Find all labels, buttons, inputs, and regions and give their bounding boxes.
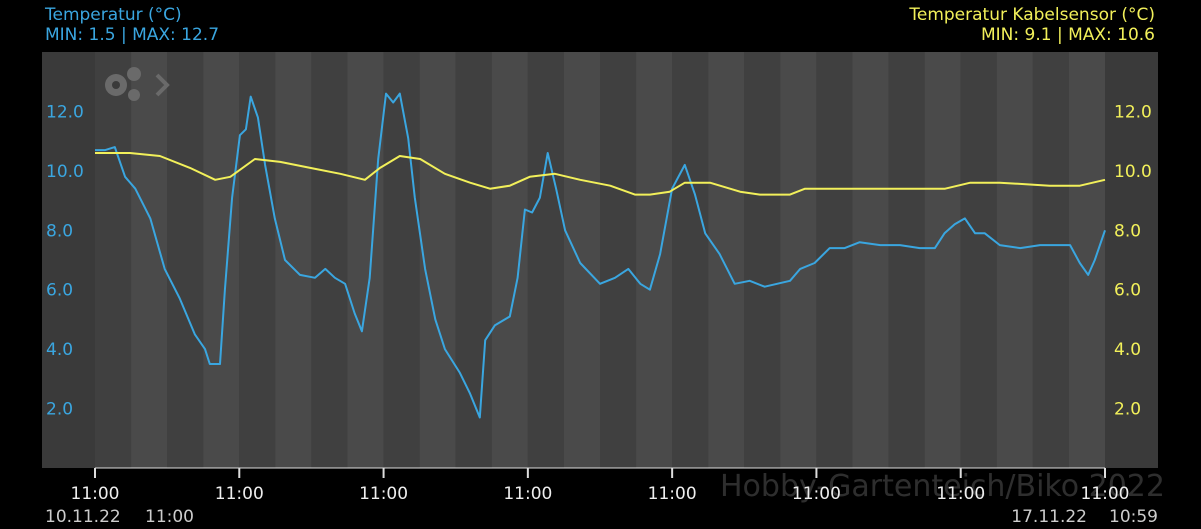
time-stripe (852, 52, 889, 468)
y2-tick-label: 12.0 (1114, 102, 1152, 122)
grid (94, 467, 1106, 478)
series-stats: MIN: 1.5 | MAX: 12.7 (45, 25, 219, 45)
y2-tick-label: 2.0 (1114, 400, 1141, 420)
time-stripe (563, 52, 600, 468)
y2-tick-label: 8.0 (1114, 221, 1141, 241)
time-stripe (347, 52, 384, 468)
chevron[interactable] (155, 73, 170, 97)
time-stripe (203, 52, 240, 468)
y2-tick-label: 10.0 (1114, 162, 1152, 182)
series-title: Temperatur (°C) (44, 5, 182, 25)
time-stripe (311, 52, 348, 468)
start-date: 10.11.22 (45, 507, 121, 527)
time-stripe (636, 52, 673, 468)
gear[interactable] (127, 67, 141, 81)
y-tick-label: 4.0 (46, 340, 73, 360)
series-line (95, 152, 1106, 196)
time-stripe (924, 52, 961, 468)
time-stripe (1032, 52, 1069, 468)
time-stripe (383, 52, 420, 468)
settings-icon[interactable] (105, 67, 170, 101)
time-stripe (275, 52, 312, 468)
x-tick-label: 11:00 (359, 484, 408, 504)
end-date: 17.11.22 (1011, 507, 1087, 527)
end-time: 10:59 (1109, 507, 1158, 527)
x-tick-label: 11:00 (936, 484, 985, 504)
y-tick-label: 8.0 (46, 221, 73, 241)
x-tick-label: 11:00 (792, 484, 841, 504)
time-stripe (960, 52, 997, 468)
time-stripe (744, 52, 781, 468)
start-time: 11:00 (145, 507, 194, 527)
y-tick-label: 12.0 (46, 102, 84, 122)
time-stripe (1068, 52, 1105, 468)
time-stripe (708, 52, 745, 468)
time-stripes (95, 52, 1105, 468)
series-stats: MIN: 9.1 | MAX: 10.6 (981, 25, 1155, 45)
series-line (95, 92, 1106, 419)
time-stripe (996, 52, 1033, 468)
time-stripe (600, 52, 637, 468)
time-stripe (95, 52, 132, 468)
y2-tick-label: 6.0 (1114, 281, 1141, 301)
time-stripe (527, 52, 564, 468)
x-tick-label: 11:00 (503, 484, 552, 504)
watermark: Hobby-Gartenteich/Biko 2022 (720, 469, 1165, 504)
time-stripe (455, 52, 492, 468)
time-stripe (816, 52, 853, 468)
x-tick-label: 11:00 (1081, 484, 1130, 504)
y-tick-label: 2.0 (46, 400, 73, 420)
time-stripe (419, 52, 456, 468)
gear-hole[interactable] (112, 81, 120, 89)
y-tick-label: 10.0 (46, 162, 84, 182)
time-stripe (239, 52, 276, 468)
y2-tick-label: 4.0 (1114, 340, 1141, 360)
x-tick-label: 11:00 (71, 484, 120, 504)
time-stripe (167, 52, 204, 468)
series-title: Temperatur Kabelsensor (°C) (908, 5, 1155, 25)
x-tick-label: 11:00 (215, 484, 264, 504)
time-stripe (888, 52, 925, 468)
time-stripe (491, 52, 528, 468)
time-stripe (780, 52, 817, 468)
time-stripe (672, 52, 709, 468)
y-tick-label: 6.0 (46, 281, 73, 301)
x-tick-label: 11:00 (648, 484, 697, 504)
gear[interactable] (128, 89, 140, 101)
